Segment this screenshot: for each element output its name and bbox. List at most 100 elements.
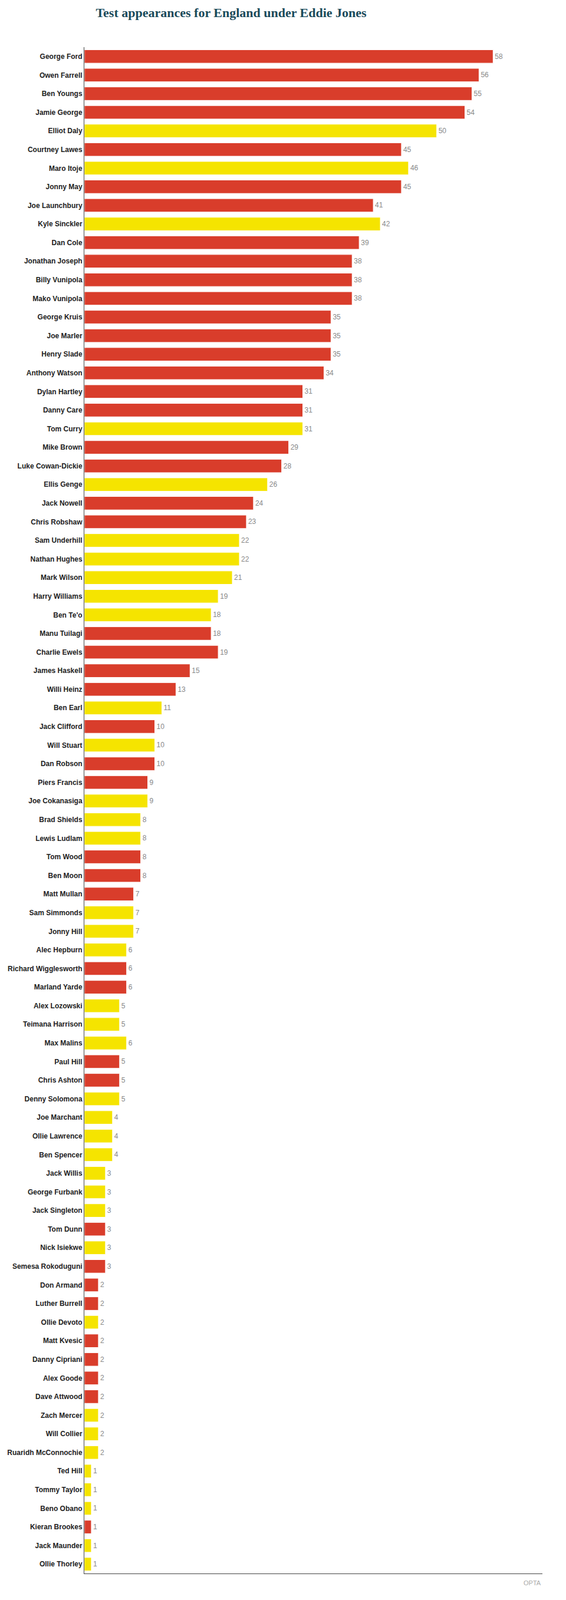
svg-text:Dylan Hartley: Dylan Hartley	[37, 387, 83, 397]
svg-text:50: 50	[438, 126, 447, 136]
svg-text:3: 3	[107, 1206, 112, 1216]
svg-text:Nick Isiekwe: Nick Isiekwe	[40, 1244, 83, 1253]
svg-text:Alex Lozowski: Alex Lozowski	[33, 1002, 83, 1011]
svg-text:Dave Attwood: Dave Attwood	[35, 1393, 83, 1402]
svg-text:Nathan Hughes: Nathan Hughes	[30, 555, 83, 564]
svg-text:Charlie Ewels: Charlie Ewels	[36, 648, 83, 657]
svg-text:10: 10	[156, 741, 166, 750]
svg-text:3: 3	[107, 1188, 112, 1197]
svg-text:Zach Mercer: Zach Mercer	[40, 1412, 83, 1421]
svg-text:18: 18	[212, 610, 222, 620]
svg-text:Kyle Sinckler: Kyle Sinckler	[37, 219, 83, 229]
svg-text:Jamie George: Jamie George	[35, 108, 83, 117]
svg-text:3: 3	[107, 1244, 112, 1253]
svg-text:Tom Dunn: Tom Dunn	[47, 1225, 82, 1234]
svg-text:Joe Cokanasiga: Joe Cokanasiga	[28, 797, 83, 806]
svg-text:2: 2	[100, 1449, 105, 1458]
svg-text:Luther Burrell: Luther Burrell	[35, 1300, 82, 1309]
svg-text:Sam Simmonds: Sam Simmonds	[29, 909, 83, 918]
svg-text:Marland Yarde: Marland Yarde	[34, 983, 83, 992]
svg-text:Teimana Harrison: Teimana Harrison	[22, 1020, 82, 1029]
svg-text:18: 18	[212, 629, 222, 638]
svg-text:Ollie Devoto: Ollie Devoto	[41, 1318, 83, 1328]
svg-text:Ollie Thorley: Ollie Thorley	[39, 1560, 83, 1569]
svg-text:Jonathan Joseph: Jonathan Joseph	[24, 257, 83, 266]
svg-text:13: 13	[177, 685, 186, 694]
svg-text:2: 2	[100, 1430, 105, 1439]
svg-text:38: 38	[353, 257, 363, 266]
svg-text:Ted Hill: Ted Hill	[57, 1467, 82, 1476]
svg-text:22: 22	[241, 555, 250, 564]
svg-text:Jack Clifford: Jack Clifford	[39, 722, 83, 732]
svg-text:6: 6	[128, 1039, 133, 1048]
svg-text:10: 10	[156, 722, 166, 732]
svg-text:Tom Curry: Tom Curry	[47, 425, 83, 434]
svg-text:Elliot Daly: Elliot Daly	[48, 126, 83, 136]
svg-text:58: 58	[494, 52, 503, 61]
svg-text:54: 54	[466, 108, 476, 117]
svg-text:5: 5	[121, 1020, 126, 1029]
svg-text:Alec Hepburn: Alec Hepburn	[36, 946, 83, 955]
svg-text:Willi Heinz: Willi Heinz	[47, 685, 83, 694]
svg-text:Dan Robson: Dan Robson	[40, 759, 83, 769]
svg-text:Mako Vunipola: Mako Vunipola	[32, 294, 83, 304]
svg-text:35: 35	[332, 350, 341, 359]
svg-text:Beno Obano: Beno Obano	[40, 1505, 82, 1514]
svg-text:1: 1	[93, 1467, 98, 1476]
svg-text:Joe Launchbury: Joe Launchbury	[27, 201, 83, 210]
svg-text:6: 6	[128, 964, 133, 973]
svg-text:Ben Moon: Ben Moon	[48, 871, 83, 881]
svg-text:7: 7	[135, 909, 140, 918]
svg-text:Harry Williams: Harry Williams	[33, 592, 83, 601]
svg-text:Anthony Watson: Anthony Watson	[26, 369, 83, 378]
svg-text:28: 28	[283, 462, 292, 471]
svg-text:3: 3	[107, 1169, 112, 1178]
svg-text:45: 45	[403, 182, 412, 192]
svg-text:Will Stuart: Will Stuart	[47, 741, 82, 750]
svg-text:Richard Wigglesworth: Richard Wigglesworth	[7, 965, 83, 974]
svg-text:George Kruis: George Kruis	[37, 313, 83, 322]
svg-text:Denny Solomona: Denny Solomona	[24, 1095, 83, 1104]
svg-text:4: 4	[114, 1132, 119, 1141]
svg-text:Dan Cole: Dan Cole	[51, 238, 83, 248]
svg-text:Danny Care: Danny Care	[43, 406, 83, 415]
svg-text:45: 45	[403, 145, 412, 154]
svg-text:15: 15	[191, 666, 200, 676]
svg-text:James Haskell: James Haskell	[33, 666, 83, 676]
svg-text:Joe Marler: Joe Marler	[47, 331, 83, 341]
svg-text:2: 2	[100, 1300, 105, 1309]
svg-text:Test appearances for England u: Test appearances for England under Eddie…	[95, 5, 367, 21]
svg-text:George Furbank: George Furbank	[27, 1188, 83, 1197]
svg-text:29: 29	[290, 443, 299, 452]
svg-text:42: 42	[382, 219, 391, 229]
svg-text:2: 2	[100, 1281, 105, 1290]
svg-text:3: 3	[107, 1225, 112, 1234]
svg-text:Henry Slade: Henry Slade	[41, 350, 83, 359]
svg-text:Jonny May: Jonny May	[45, 182, 83, 192]
svg-text:Owen Farrell: Owen Farrell	[39, 71, 83, 80]
svg-text:35: 35	[332, 331, 341, 341]
svg-text:34: 34	[325, 369, 334, 378]
svg-text:Ben Youngs: Ben Youngs	[41, 89, 83, 98]
svg-text:26: 26	[269, 480, 278, 489]
svg-text:3: 3	[107, 1262, 112, 1272]
svg-text:21: 21	[234, 573, 243, 582]
svg-text:7: 7	[135, 890, 140, 899]
svg-text:Sam Underhill: Sam Underhill	[34, 536, 83, 545]
svg-text:Ben Te'o: Ben Te'o	[53, 611, 82, 620]
svg-text:Billy Vunipola: Billy Vunipola	[35, 275, 83, 285]
svg-text:Kieran Brookes: Kieran Brookes	[30, 1523, 83, 1532]
svg-text:Piers Francis: Piers Francis	[37, 778, 83, 788]
svg-text:1: 1	[93, 1486, 98, 1495]
svg-text:31: 31	[304, 387, 314, 396]
svg-text:Ben Spencer: Ben Spencer	[38, 1151, 83, 1160]
svg-text:6: 6	[128, 983, 133, 992]
svg-text:11: 11	[163, 703, 171, 713]
svg-text:Jack Maunder: Jack Maunder	[35, 1542, 83, 1551]
svg-text:38: 38	[353, 275, 363, 285]
svg-text:56: 56	[480, 70, 489, 80]
svg-text:Semesa Rokoduguni: Semesa Rokoduguni	[12, 1262, 83, 1272]
svg-text:Lewis Ludlam: Lewis Ludlam	[35, 834, 82, 844]
svg-text:2: 2	[100, 1356, 105, 1365]
svg-text:1: 1	[93, 1542, 98, 1551]
